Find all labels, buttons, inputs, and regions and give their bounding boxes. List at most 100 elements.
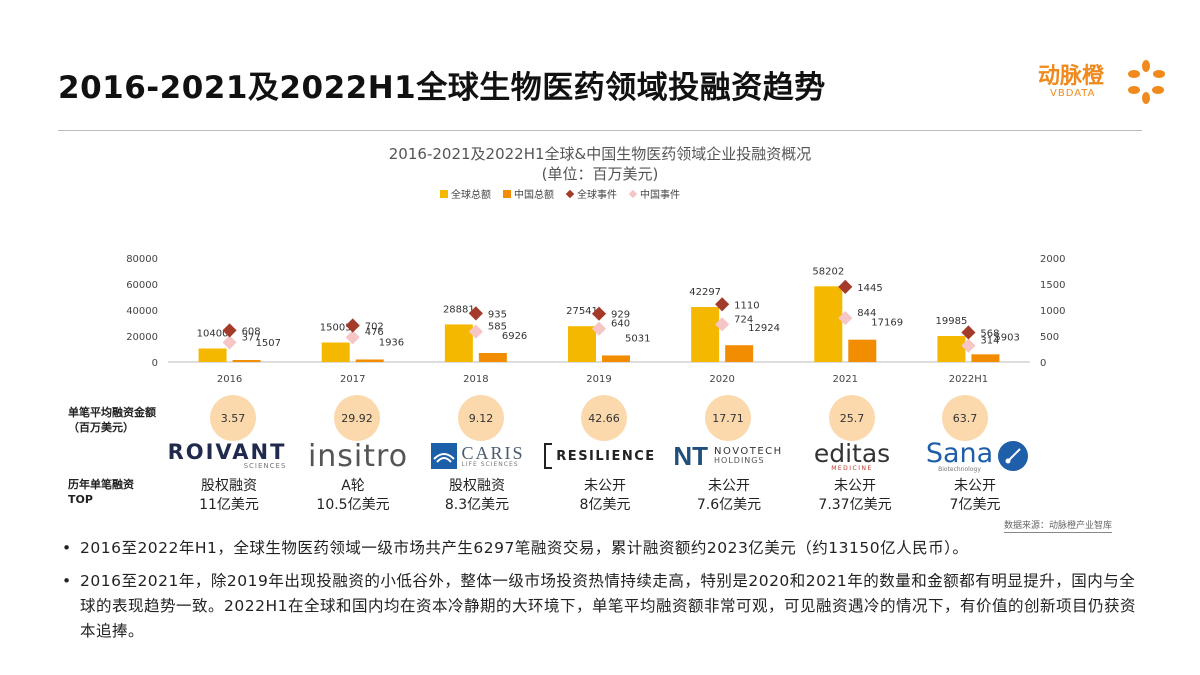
data-label-global-total: 10400 — [197, 328, 229, 339]
vbdata-logo: 动脉橙 VBDATA — [1038, 58, 1168, 108]
avg-value-2021: 25.7 — [829, 395, 875, 441]
bar-global-total — [321, 342, 350, 362]
data-label-china-event: 724 — [734, 314, 753, 325]
editas-sub: MEDICINE — [831, 464, 873, 472]
data-label-china-event: 314 — [980, 336, 999, 347]
y-tick-label: 40000 — [126, 306, 158, 317]
point-china-event — [468, 324, 483, 339]
y-tick-label: 0 — [152, 358, 158, 369]
y2-tick-label: 0 — [1040, 358, 1046, 369]
data-label-global-event: 702 — [365, 321, 384, 332]
bar-china-total — [725, 345, 754, 362]
data-label-global-event: 568 — [980, 328, 999, 339]
point-china-event — [222, 335, 237, 350]
data-label-global-total: 27541 — [566, 306, 598, 317]
bar-global-total — [937, 336, 966, 362]
data-label-china-event: 640 — [611, 319, 630, 330]
bullet-text: 2016至2021年，除2019年出现投融资的小低谷外，整体一级市场投资热情持续… — [80, 572, 1136, 640]
bar-china-total — [602, 355, 630, 362]
data-label-china-total: 12924 — [748, 323, 780, 334]
bullet-item: • 2016至2021年，除2019年出现投融资的小低谷外，整体一级市场投资热情… — [60, 569, 1150, 644]
point-china-event — [838, 311, 853, 326]
data-label-china-event: 377 — [242, 332, 261, 343]
point-china-event — [715, 317, 730, 332]
data-label-global-event: 1110 — [734, 300, 759, 311]
novotech-name: NOVOTECH — [714, 446, 783, 458]
logo-burst-icon — [1128, 60, 1165, 104]
sana-name: Sana — [925, 437, 994, 469]
header-divider — [58, 130, 1142, 131]
point-china-event — [961, 338, 976, 353]
point-china-event — [345, 330, 360, 345]
insitro-name: insitro — [307, 438, 409, 474]
bar-global-total — [691, 307, 720, 362]
top-deal-2022h1: 未公开 7亿美元 — [910, 477, 1040, 515]
top-deal-amount: 7.37亿美元 — [818, 497, 892, 513]
summary-bullets: • 2016至2022年H1，全球生物医药领域一级市场共产生6297笔融资交易，… — [60, 536, 1150, 652]
bar-global-total — [568, 326, 596, 362]
data-label-global-total: 15005 — [320, 322, 352, 333]
legend-swatch — [565, 189, 575, 199]
y2-tick-label: 2000 — [1040, 254, 1065, 265]
legend-label: 全球总额 — [451, 188, 491, 201]
top-deal-amount: 7.6亿美元 — [696, 497, 762, 513]
top-deal-label-line1: 历年单笔融资 — [68, 478, 134, 491]
bar-global-total — [814, 286, 843, 362]
top-deal-label-line2: TOP — [68, 493, 93, 506]
logo-text: 动脉橙 — [1038, 64, 1105, 89]
novotech-logo: NT NOVOTECH HOLDINGS — [673, 440, 783, 471]
roivant-logo: ROIVANT SCIENCES — [167, 436, 287, 476]
data-label-china-total: 1507 — [256, 338, 281, 349]
top-deal-round: A轮 — [341, 478, 365, 494]
top-deal-amount: 10.5亿美元 — [316, 497, 390, 513]
data-label-china-total: 1936 — [379, 337, 404, 348]
avg-amount-label-line1: 单笔平均融资金额 — [68, 406, 156, 419]
editas-name: editas — [813, 438, 891, 468]
sana-logo: Sana Biotechnology — [915, 436, 1040, 476]
data-label-global-total: 19985 — [936, 316, 968, 327]
top-deal-2018: 股权融资 8.3亿美元 — [412, 477, 542, 515]
data-label-global-total: 58202 — [812, 266, 844, 277]
bar-china-total — [848, 339, 877, 362]
top-deal-2021: 未公开 7.37亿美元 — [790, 477, 920, 515]
point-china-event — [591, 321, 607, 336]
y2-tick-label: 500 — [1040, 332, 1059, 343]
top-deal-amount: 11亿美元 — [199, 497, 259, 513]
bullet-item: • 2016至2022年H1，全球生物医药领域一级市场共产生6297笔融资交易，… — [60, 536, 1150, 561]
legend-label: 中国总额 — [514, 188, 554, 201]
top-deal-2020: 未公开 7.6亿美元 — [664, 477, 794, 515]
top-deal-round: 股权融资 — [201, 478, 257, 494]
top-deal-2016: 股权融资 11亿美元 — [164, 477, 294, 515]
point-global-event — [222, 323, 237, 338]
x-tick-label: 2022H1 — [949, 374, 988, 385]
legend-swatch — [628, 189, 638, 199]
bar-china-total — [232, 360, 261, 362]
top-deal-2017: A轮 10.5亿美元 — [288, 477, 418, 515]
point-global-event — [468, 306, 483, 321]
data-label-global-total: 42297 — [689, 287, 721, 298]
chart-title: 2016-2021及2022H1全球&中国生物医药领域企业投融资概况 — [388, 145, 812, 163]
y2-tick-label: 1000 — [1040, 306, 1065, 317]
investment-chart: 0 20000 40000 60000 80000 0 500 1000 1500 2000 201… — [126, 188, 1065, 385]
data-label-china-event: 585 — [488, 322, 507, 333]
x-tick-label: 2017 — [340, 374, 365, 385]
point-global-event — [345, 318, 360, 333]
novotech-sub: HOLDINGS — [714, 456, 765, 466]
roivant-name: ROIVANT — [167, 440, 287, 464]
sana-icon — [998, 441, 1029, 471]
point-global-event — [838, 279, 853, 294]
bar-china-total — [355, 359, 384, 362]
top-deal-round: 未公开 — [584, 478, 626, 494]
y-tick-label: 20000 — [126, 332, 158, 343]
source-note: 数据来源：动脉橙产业智库 — [1004, 518, 1113, 533]
data-label-china-event: 844 — [857, 308, 876, 319]
bullet-dot-icon: • — [62, 572, 72, 590]
top-deal-amount: 8亿美元 — [579, 497, 631, 513]
caris-name: CARIS — [461, 443, 525, 463]
x-tick-label: 2021 — [833, 374, 858, 385]
resilience-name: RESILIENCE — [556, 448, 656, 464]
point-global-event — [715, 297, 730, 312]
avg-amount-label-line2: （百万美元） — [68, 421, 134, 434]
data-label-global-event: 1445 — [857, 283, 882, 294]
top-deal-round: 未公开 — [708, 478, 750, 494]
